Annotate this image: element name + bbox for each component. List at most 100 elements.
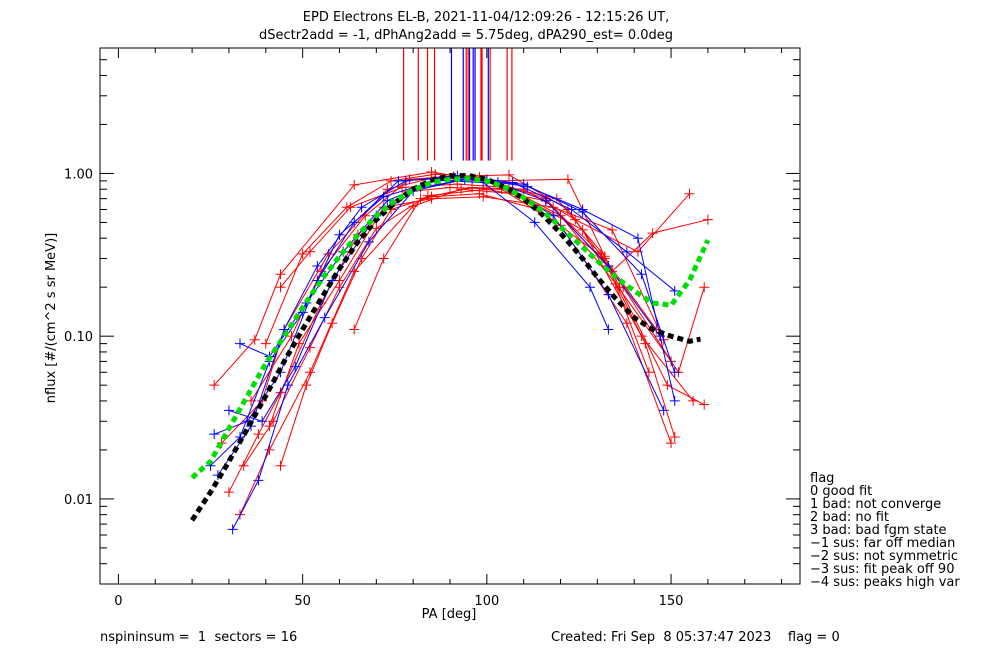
data-point-plus (669, 395, 680, 406)
data-point-plus (257, 416, 268, 427)
legend-entry: 2 bad: no fit (810, 510, 889, 525)
data-point-plus (319, 312, 330, 323)
data-point-plus (297, 248, 308, 259)
data-point-plus (223, 405, 234, 416)
y-tick-label: 0.10 (64, 330, 93, 345)
x-tick-label: 150 (659, 594, 684, 609)
data-point-plus (426, 193, 437, 204)
series-line (243, 188, 676, 466)
series-spin-1 (209, 167, 710, 410)
data-point-plus (227, 524, 238, 535)
data-point-plus (264, 444, 275, 455)
data-point-plus (238, 460, 249, 471)
data-point-plus (658, 405, 669, 416)
legend-entry: −2 sus: not symmetric (810, 549, 958, 564)
data-point-plus (699, 399, 710, 410)
data-point-plus (666, 438, 677, 449)
chart-subtitle: dSectr2add = -1, dPhAng2add = 5.75deg, d… (259, 28, 673, 43)
y-tick-label: 0.01 (64, 493, 93, 508)
data-point-plus (275, 460, 286, 471)
series-spin-3 (235, 184, 699, 520)
y-axis-label: nflux [#/(cm^2 s sr MeV)] (44, 233, 59, 403)
data-point-plus (223, 487, 234, 498)
data-point-plus (264, 421, 275, 432)
data-point-plus (382, 195, 393, 206)
data-point-plus (478, 191, 489, 202)
data-point-plus (209, 429, 220, 440)
data-point-plus (249, 334, 260, 345)
data-point-plus (702, 214, 713, 225)
data-point-plus (275, 269, 286, 280)
legend-entry: 1 bad: not converge (810, 497, 941, 512)
data-point-plus (253, 429, 264, 440)
data-point-plus (363, 236, 374, 247)
data-point-plus (640, 338, 651, 349)
data-point-plus (345, 202, 356, 213)
legend-title: flag (810, 471, 834, 486)
data-point-plus (312, 260, 323, 271)
data-point-plus (566, 204, 577, 215)
data-point-plus (209, 380, 220, 391)
series-line (250, 174, 705, 402)
data-point-plus (548, 202, 559, 213)
data-point-plus (684, 188, 695, 199)
data-point-plus (669, 367, 680, 378)
legend-entry: 3 bad: bad fgm state (810, 523, 947, 538)
y-tick-label: 1.00 (64, 167, 93, 182)
footer-right: Created: Fri Sep 8 05:37:47 2023 flag = … (551, 630, 840, 645)
legend-entry: −4 sus: peaks high var (810, 575, 960, 590)
data-point-plus (507, 177, 518, 188)
data-point-plus (669, 285, 680, 296)
data-point-plus (562, 174, 573, 185)
series-line (221, 176, 672, 444)
data-point-plus (275, 282, 286, 293)
data-point-plus (577, 204, 588, 215)
legend-entry: −1 sus: far off median (810, 536, 955, 551)
series-line (265, 173, 709, 344)
series-line (232, 178, 676, 530)
data-point-plus (253, 475, 264, 486)
data-point-plus (371, 223, 382, 234)
legend-entry: 0 good fit (810, 484, 872, 499)
plot-area (190, 48, 713, 535)
data-point-plus (356, 202, 367, 213)
series-line (228, 178, 676, 422)
fit-curve-median-fit (190, 173, 701, 522)
data-point-plus (522, 181, 533, 192)
legend: flag 0 good fit 1 bad: not converge 2 ba… (810, 471, 960, 590)
data-point-plus (603, 324, 614, 335)
data-point-plus (301, 380, 312, 391)
series-line (228, 186, 672, 493)
series-line (353, 186, 690, 330)
data-point-plus (636, 269, 647, 280)
data-point-plus (599, 251, 610, 262)
data-point-plus (235, 338, 245, 349)
x-tick-label: 0 (114, 594, 122, 609)
data-point-plus (334, 229, 345, 240)
series-spin-2 (216, 172, 677, 449)
data-point-plus (699, 282, 710, 293)
data-point-plus (378, 253, 389, 264)
data-point-plus (400, 175, 411, 186)
data-point-plus (621, 246, 632, 257)
data-point-plus (632, 233, 643, 244)
data-point-plus (585, 282, 595, 293)
x-axis-label: PA [deg] (422, 607, 477, 622)
data-point-plus (669, 432, 680, 443)
data-point-plus (327, 318, 338, 329)
x-tick-label: 50 (294, 594, 311, 609)
data-point-plus (688, 395, 699, 406)
series-spin-12 (209, 172, 669, 440)
fit-curve-fit-curve (190, 176, 711, 480)
legend-entry: −3 sus: fit peak off 90 (810, 562, 954, 577)
data-point-plus (290, 361, 301, 372)
chart-title: EPD Electrons EL-B, 2021-11-04/12:09:26 … (303, 10, 669, 25)
data-point-plus (260, 338, 271, 349)
data-point-plus (503, 169, 514, 180)
axes: 0 50 100 150 0.01 0.10 1.00 (64, 47, 801, 609)
data-point-plus (305, 246, 315, 257)
data-point-plus (647, 228, 658, 239)
series-line (239, 188, 694, 515)
footer-left: nspininsum = 1 sectors = 16 (100, 630, 297, 645)
